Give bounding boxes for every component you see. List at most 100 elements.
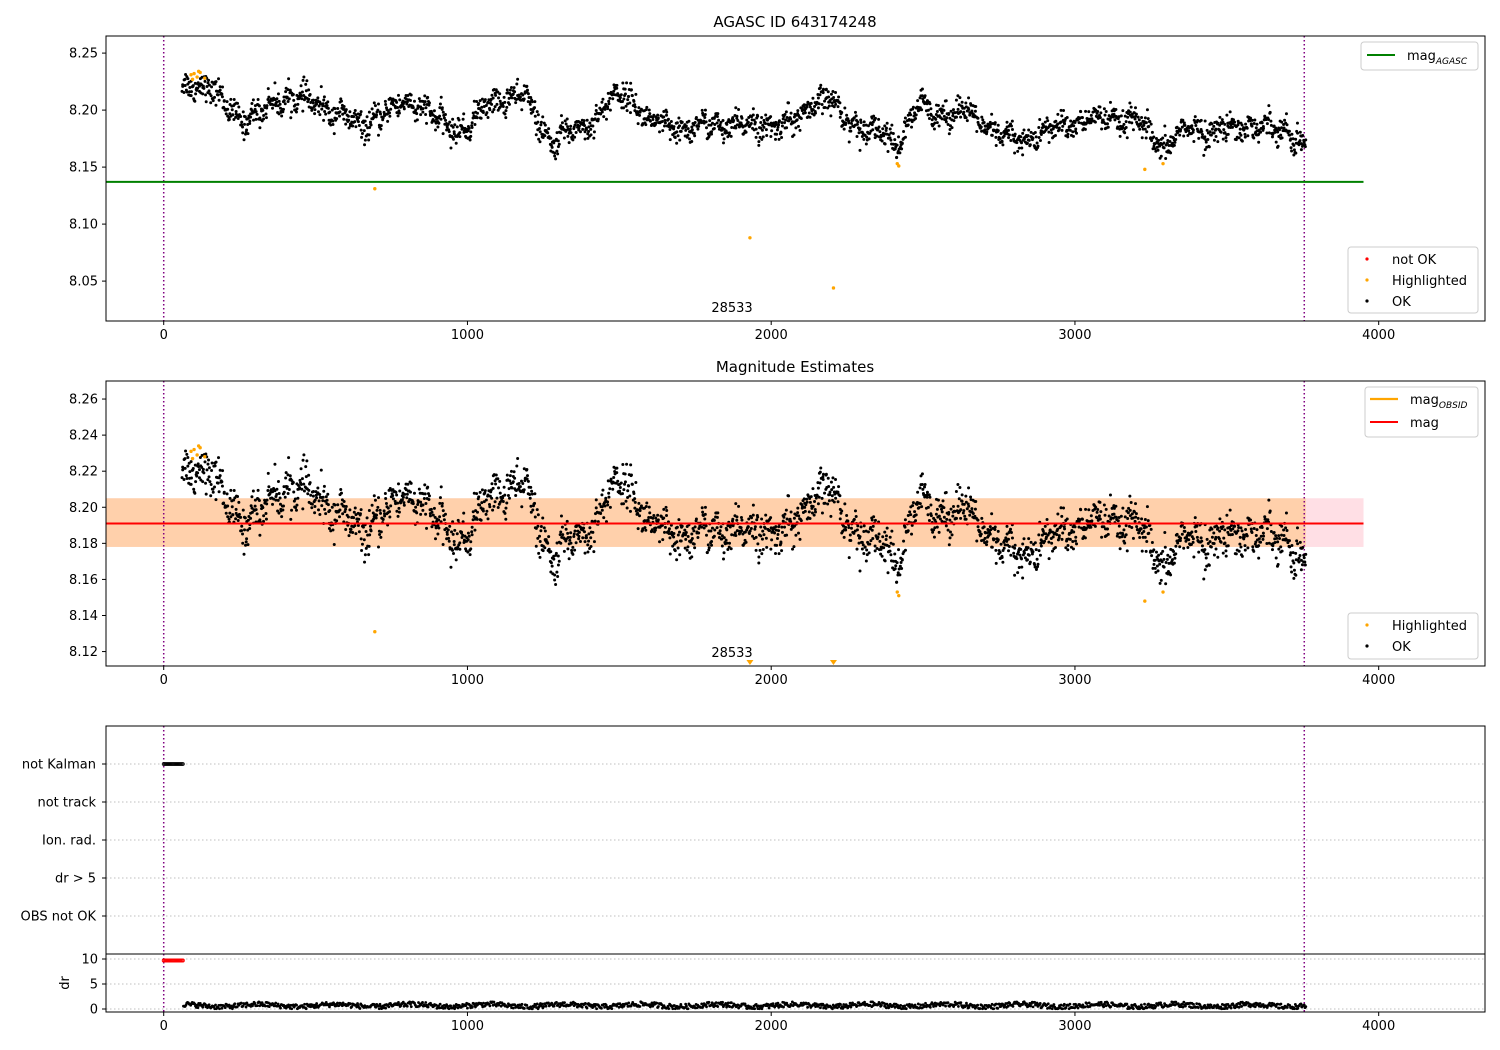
ok-point [734, 502, 738, 506]
ok-point [549, 550, 553, 554]
ok-point [947, 511, 951, 515]
ok-point [622, 106, 626, 110]
ok-point [848, 533, 852, 537]
ok-point [362, 129, 366, 133]
ok-point [468, 138, 472, 142]
ok-point [634, 480, 638, 484]
ok-point [448, 524, 452, 528]
ok-point [534, 133, 538, 137]
ok-point [813, 104, 817, 108]
ok-point [1182, 525, 1186, 529]
ok-point [1268, 509, 1272, 513]
ok-point [1273, 130, 1277, 134]
ok-point [1283, 118, 1287, 122]
ok-point [830, 101, 834, 105]
ok-point [486, 100, 490, 104]
ok-point [363, 553, 367, 557]
ok-point [325, 498, 329, 502]
ok-point [1075, 131, 1079, 135]
ok-point [286, 99, 290, 103]
ok-point [618, 486, 622, 490]
ok-point [1138, 536, 1142, 540]
ok-point [941, 104, 945, 108]
ok-point [1133, 519, 1137, 523]
ok-point [1237, 121, 1241, 125]
ok-point [969, 495, 973, 499]
ok-point [1280, 549, 1284, 553]
ok-point [566, 125, 570, 129]
ok-point [516, 456, 520, 460]
ok-point [765, 545, 769, 549]
ok-point [311, 490, 315, 494]
ok-point [372, 494, 376, 498]
ok-point [592, 550, 596, 554]
ok-point [820, 102, 824, 106]
ok-point [428, 114, 432, 118]
ok-point [983, 536, 987, 540]
ok-point [582, 121, 586, 125]
ok-point [864, 123, 868, 127]
ok-point [756, 542, 760, 546]
ok-point [751, 113, 755, 117]
ok-point [647, 115, 651, 119]
ok-point [379, 124, 383, 128]
ok-point [491, 486, 495, 490]
ok-point [1152, 548, 1156, 552]
ok-point [556, 563, 560, 567]
ok-point [1153, 566, 1157, 570]
ok-point [1071, 134, 1075, 138]
ok-point [320, 107, 324, 111]
ok-point [1245, 534, 1249, 538]
ok-point [1060, 514, 1064, 518]
ok-point [875, 134, 879, 138]
ok-point [277, 99, 281, 103]
ok-point [588, 526, 592, 530]
ok-point [503, 100, 507, 104]
ok-point [582, 124, 586, 128]
ok-point [934, 117, 938, 121]
ok-point [250, 495, 254, 499]
ok-point [1210, 122, 1214, 126]
ok-point [873, 544, 877, 548]
ok-point [1140, 517, 1144, 521]
ok-point [1038, 138, 1042, 142]
ok-point [761, 135, 765, 139]
ok-point [529, 96, 533, 100]
ok-point [1291, 137, 1295, 141]
ok-point [236, 116, 240, 120]
ok-point [282, 485, 286, 489]
ok-point [498, 92, 502, 96]
ok-point [913, 111, 917, 115]
ok-point [461, 126, 465, 130]
ok-point [566, 547, 570, 551]
ok-point [704, 524, 708, 528]
ok-point [193, 463, 197, 467]
ok-point [900, 147, 904, 151]
ok-point [1020, 141, 1024, 145]
ok-point [1036, 562, 1040, 566]
ok-point [1159, 578, 1163, 582]
ok-point [731, 517, 735, 521]
ok-point [298, 478, 302, 482]
ok-point [871, 128, 875, 132]
ok-point [974, 104, 978, 108]
ok-point [265, 502, 269, 506]
ok-point [1105, 122, 1109, 126]
ok-point [477, 102, 481, 106]
ok-point [751, 513, 755, 517]
ok-point [201, 92, 205, 96]
ok-point [332, 132, 336, 136]
ok-point [359, 508, 363, 512]
ok-point [665, 508, 669, 512]
ok-point [1269, 123, 1273, 127]
ok-point [591, 124, 595, 128]
ok-point [186, 77, 190, 81]
ok-point [552, 141, 556, 145]
ok-point [319, 85, 323, 89]
ok-point [362, 538, 366, 542]
ok-point [261, 108, 265, 112]
ok-point [285, 95, 289, 99]
ok-point [202, 471, 206, 475]
ok-point [603, 504, 607, 508]
ok-point [1203, 135, 1207, 139]
